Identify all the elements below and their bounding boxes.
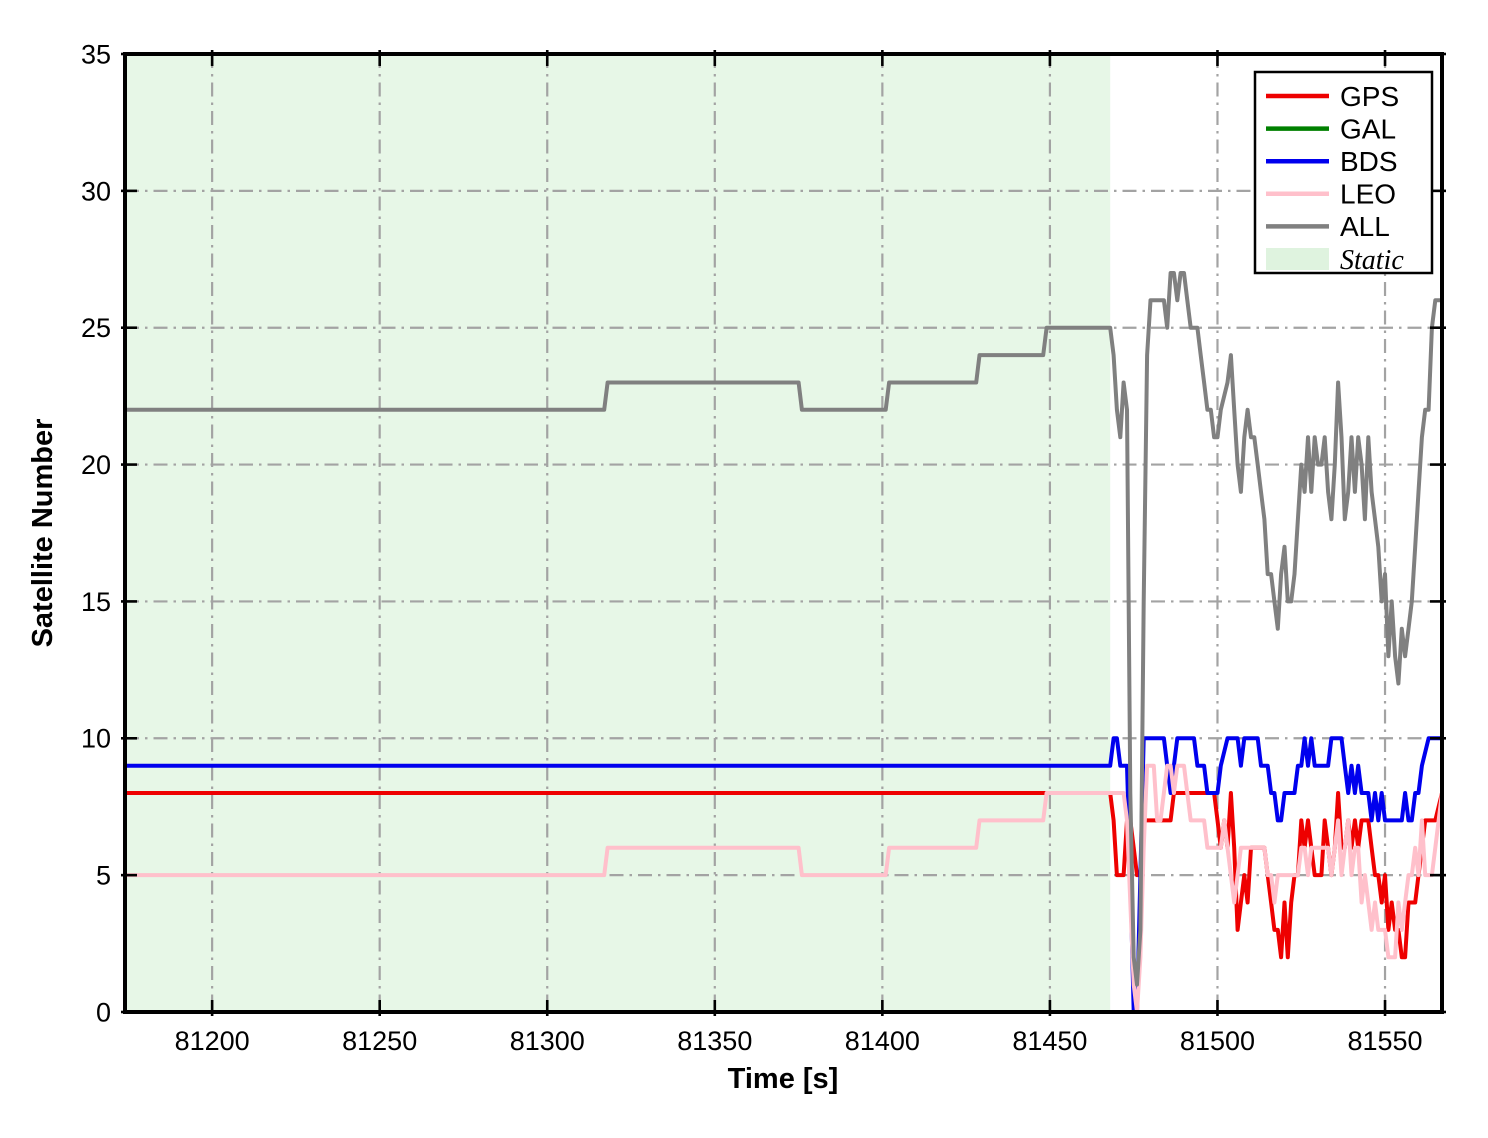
y-tick-label: 5: [96, 861, 111, 891]
legend-item-static: Static: [1266, 245, 1404, 276]
y-tick-label: 0: [96, 997, 111, 1027]
gridlines-layer: [125, 54, 1442, 1012]
static-region-shading: [125, 54, 1111, 1012]
y-tick-label: 15: [81, 587, 111, 617]
legend-item-gal: GAL: [1266, 113, 1396, 144]
y-tick-label: 35: [81, 39, 111, 69]
axes-layer: [121, 50, 1446, 1016]
y-tick-label: 10: [81, 724, 111, 754]
series-line-leo: [125, 763, 1442, 1012]
series-layer: [125, 271, 1442, 1012]
y-tick-label: 20: [81, 450, 111, 480]
legend-item-bds: BDS: [1266, 146, 1398, 177]
legend-label: Static: [1340, 245, 1404, 276]
series-line-bds: [125, 736, 1442, 1012]
plot-background-layer: [125, 54, 1442, 1012]
x-axis-label: Time [s]: [728, 1063, 839, 1095]
legend-label: BDS: [1340, 146, 1398, 177]
legend-item-gps: GPS: [1266, 81, 1399, 112]
plot-border: [123, 52, 1444, 1014]
legend-label: ALL: [1340, 211, 1390, 242]
x-tick-label: 81300: [510, 1026, 585, 1056]
x-tick-label: 81200: [175, 1026, 250, 1056]
series-line-all: [125, 271, 1442, 987]
legend-swatch-patch: [1266, 248, 1329, 270]
y-axis-label: Satellite Number: [27, 419, 59, 648]
y-tick-label: 30: [81, 176, 111, 206]
x-tick-label: 81350: [677, 1026, 752, 1056]
legend-item-leo: LEO: [1266, 179, 1396, 210]
legend-label: LEO: [1340, 179, 1396, 210]
x-tick-label: 81550: [1347, 1026, 1422, 1056]
x-tick-label: 81400: [845, 1026, 920, 1056]
x-tick-label: 81500: [1180, 1026, 1255, 1056]
y-tick-label: 25: [81, 313, 111, 343]
tick-labels-layer: 81200 81250 81300 81350 81400 81450 81500 81550…: [81, 39, 1423, 1056]
x-tick-label: 81250: [342, 1026, 417, 1056]
legend-label: GPS: [1340, 81, 1399, 112]
legend-item-all: ALL: [1266, 211, 1390, 242]
legend-label: GAL: [1340, 113, 1396, 144]
legend-box: [1253, 70, 1434, 275]
x-tick-label: 81450: [1012, 1026, 1087, 1056]
